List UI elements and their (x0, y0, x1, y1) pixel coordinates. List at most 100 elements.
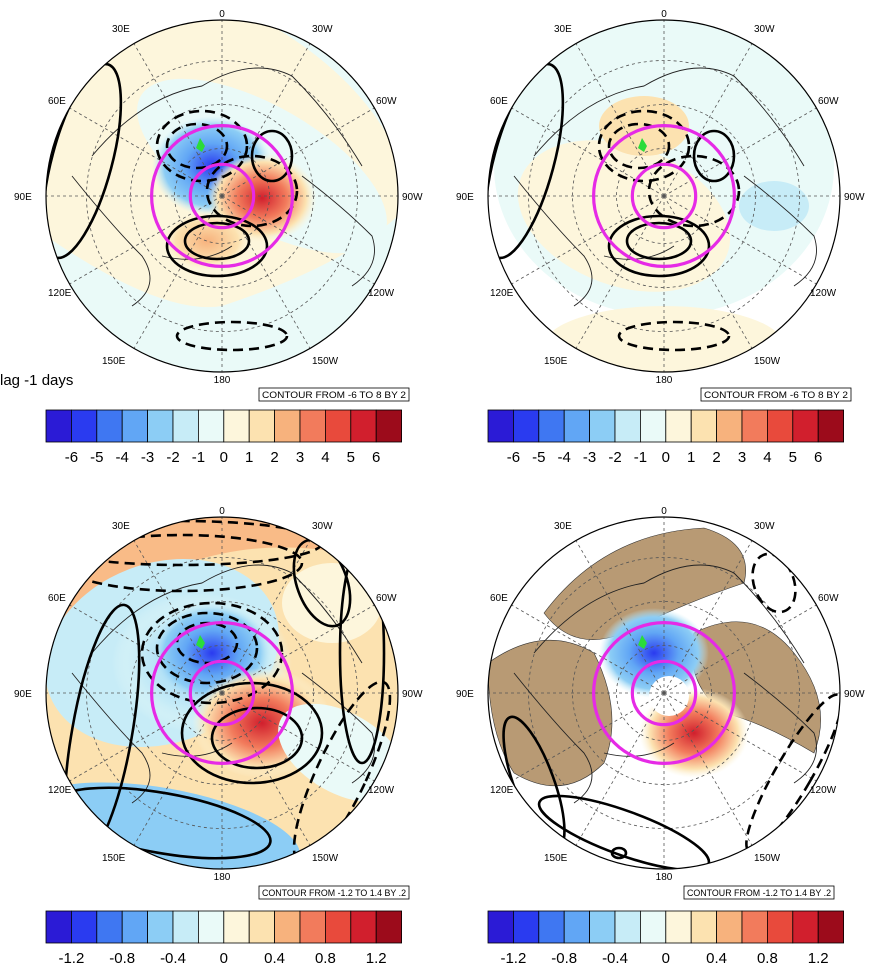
colorbar-label: -5 (90, 449, 103, 466)
colorbar-label: 6 (372, 449, 380, 466)
colorbar-swatch (640, 409, 667, 443)
map-boundary (487, 19, 841, 373)
colorbar-swatch (147, 910, 174, 944)
colorbar-swatch (248, 409, 275, 443)
colorbar-label: 0 (662, 950, 670, 964)
lon-label-br2: 150W (312, 853, 339, 864)
panel-top-right: 0 180 90E 90W 30E 60E 30W 60W 120E 150E 120W 150W CO… (456, 9, 865, 466)
colorbar-swatch (223, 409, 250, 443)
colorbar-swatch (197, 910, 225, 944)
lon-label-tl2: 60E (48, 593, 66, 604)
map-boundary (45, 19, 399, 373)
lon-label-bl1: 120E (490, 288, 514, 299)
lon-label-br2: 150W (312, 356, 339, 367)
lon-label-right: 90W (402, 689, 423, 700)
outer-ring (591, 620, 736, 765)
colorbar-label: -5 (532, 449, 545, 466)
colorbar-swatch (248, 910, 275, 944)
colorbar-label: -1.2 (500, 950, 526, 964)
colorbar-label: 4 (763, 449, 771, 466)
colorbar-swatch (223, 910, 250, 944)
colorbar-label: 3 (738, 449, 746, 466)
colorbar-label: -6 (507, 449, 520, 466)
colorbar-label: -1.2 (58, 950, 84, 964)
contour-info-text: CONTOUR FROM -6 TO 8 BY 2 (262, 390, 406, 401)
colorbar-label: 3 (296, 449, 304, 466)
colorbar-label: 0.8 (757, 950, 778, 964)
lon-label-br1: 120W (368, 785, 395, 796)
lon-label-right: 90W (844, 192, 865, 203)
colorbar-swatch (716, 910, 743, 944)
lon-label-tl1: 30E (112, 24, 130, 35)
contour-info-text: CONTOUR FROM -6 TO 8 BY 2 (704, 390, 848, 401)
lon-label-bl1: 120E (48, 785, 72, 796)
lon-label-top: 0 (661, 506, 667, 517)
colorbar-swatch (197, 409, 225, 443)
colorbar-swatch (274, 910, 301, 944)
lon-label-tr1: 30W (754, 24, 775, 35)
contour-info-box (683, 885, 835, 900)
colorbar-swatch (274, 409, 301, 443)
colorbar-swatch (121, 910, 148, 944)
colorbar-label: -6 (65, 449, 78, 466)
outer-ring (150, 123, 295, 269)
panel-bottom-right: 0 180 90E 90W 30E 60E 30W 60W 120E 150E 120W 150W CO… (456, 506, 865, 964)
lon-label-br1: 120W (810, 785, 837, 796)
colorbar-swatch (792, 409, 819, 443)
lon-label-bl2: 150E (544, 853, 568, 864)
colorbar-swatch (563, 409, 591, 443)
colorbar-swatch (665, 910, 692, 944)
colorbar-swatch (324, 409, 352, 443)
colorbar-swatch (487, 409, 514, 443)
colorbar-swatch (716, 409, 743, 443)
colorbar-label: -0.8 (109, 950, 135, 964)
colorbar-label: -4 (116, 449, 129, 466)
colorbar-swatch (513, 910, 540, 944)
colorbar-label: 1 (245, 449, 253, 466)
colorbar-swatch (741, 409, 768, 443)
contour-info-box (258, 885, 410, 900)
colorbar-label: 5 (789, 449, 797, 466)
inner-ring (188, 659, 256, 727)
colorbar-label: -3 (583, 449, 596, 466)
location-marker (638, 635, 647, 649)
lon-label-br2: 150W (754, 853, 781, 864)
lon-label-left: 90E (14, 192, 32, 203)
colorbar-swatch (614, 409, 641, 443)
colorbar-swatch (375, 409, 403, 443)
colorbar-label: -3 (141, 449, 154, 466)
map-boundary (45, 516, 399, 870)
colorbar-swatch (172, 409, 199, 443)
contour-info-box (700, 387, 852, 402)
lon-label-tl1: 30E (112, 521, 130, 532)
lon-label-bottom: 180 (214, 872, 231, 883)
colorbar-label: 0 (220, 449, 228, 466)
colorbar-swatch (665, 409, 692, 443)
map-field (488, 20, 840, 372)
lon-label-tl1: 30E (554, 521, 572, 532)
colorbar-swatch (299, 910, 326, 944)
colorbar-label: 1.2 (808, 950, 829, 964)
lon-label-left: 90E (456, 689, 474, 700)
inner-ring (630, 162, 698, 230)
colorbar-label: 0.8 (315, 950, 336, 964)
colorbar-swatch (324, 910, 352, 944)
outer-ring (591, 123, 736, 269)
colorbar-swatch (121, 409, 148, 443)
lon-label-bl1: 120E (48, 288, 72, 299)
lon-label-right: 90W (402, 192, 423, 203)
colorbar-swatch (350, 910, 377, 944)
panel-top-left: 0 180 90E 90W 30E 60E 30W 60W 120E 150E 120W 150W CO… (14, 9, 423, 466)
colorbar-swatch (45, 910, 72, 944)
colorbar-label: 4 (321, 449, 329, 466)
colorbar: -6 -5 -4 -3 -2 -1 0 1 2 3 4 5 6 (487, 409, 845, 466)
lon-label-top: 0 (219, 506, 225, 517)
lon-label-bottom: 180 (656, 872, 673, 883)
lon-label-right: 90W (844, 689, 865, 700)
lon-label-tr2: 60W (818, 593, 839, 604)
colorbar-label: -0.8 (551, 950, 577, 964)
colorbar-label: 2 (270, 449, 278, 466)
colorbar-swatch (172, 910, 199, 944)
colorbar-label: 1 (687, 449, 695, 466)
